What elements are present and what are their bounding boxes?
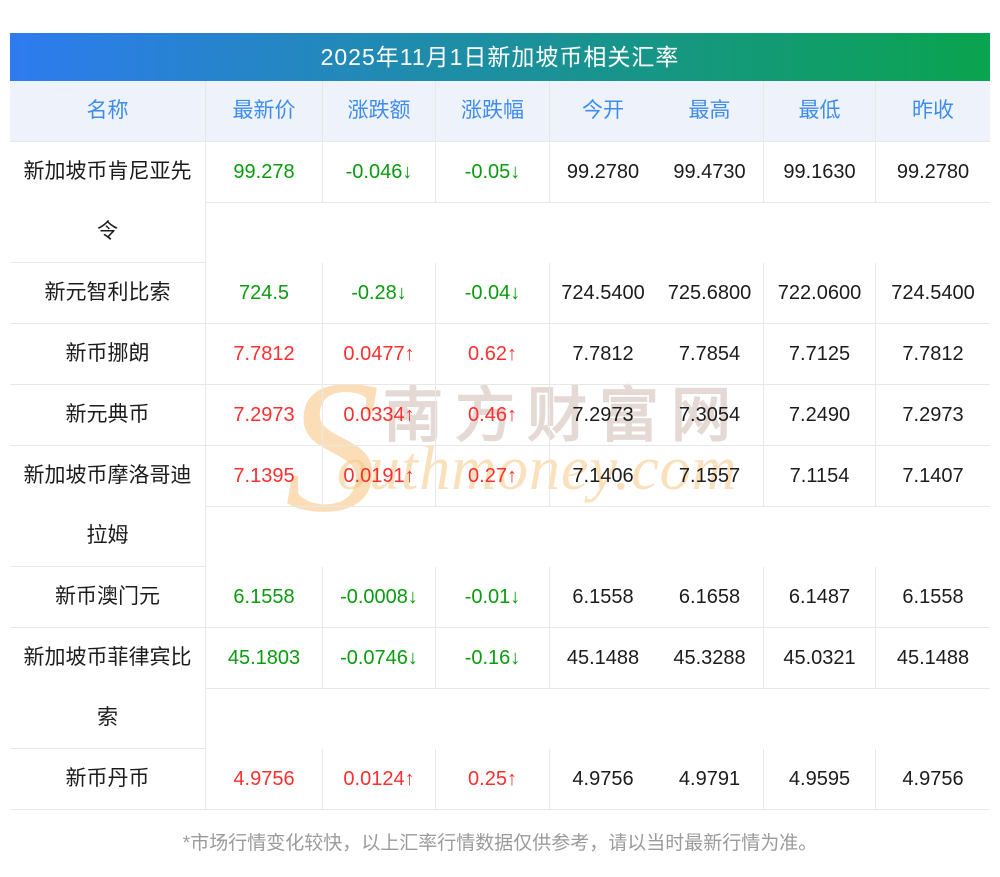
high-price: 45.3288 <box>656 628 763 689</box>
prev-close-price: 99.2780 <box>875 142 990 203</box>
change-amount: -0.28↓ <box>322 263 435 324</box>
change-percent: 0.27↑ <box>435 446 549 507</box>
currency-name: 新币挪朗 <box>10 324 206 385</box>
table-body: 新加坡币肯尼亚先令 99.278 -0.046↓ -0.05↓ 99.2780 99.47… <box>10 142 990 810</box>
high-price: 725.6800 <box>656 263 763 324</box>
latest-price: 4.9756 <box>206 749 322 810</box>
table-row: 新币丹币 4.9756 0.0124↑ 0.25↑ 4.9756 4.9791 4.9595… <box>10 749 990 810</box>
high-price: 7.1557 <box>656 446 763 507</box>
open-price: 99.2780 <box>549 142 656 203</box>
exchange-rate-table: 名称 最新价 涨跌额 涨跌幅 今开 最高 最低 昨收 新加坡币肯尼亚先令 99.2… <box>10 81 990 810</box>
open-price: 724.5400 <box>549 263 656 324</box>
latest-price: 99.278 <box>206 142 322 203</box>
col-header-change-amount: 涨跌额 <box>322 81 435 141</box>
prev-close-price: 7.1407 <box>875 446 990 507</box>
currency-name: 新加坡币肯尼亚先令 <box>10 142 206 263</box>
col-header-change-percent: 涨跌幅 <box>435 81 549 141</box>
open-price: 4.9756 <box>549 749 656 810</box>
low-price: 7.2490 <box>763 385 875 446</box>
table-row: 新元典币 7.2973 0.0334↑ 0.46↑ 7.2973 7.3054 7.2490… <box>10 385 990 446</box>
latest-price: 45.1803 <box>206 628 322 689</box>
high-price: 99.4730 <box>656 142 763 203</box>
low-price: 45.0321 <box>763 628 875 689</box>
high-price: 7.3054 <box>656 385 763 446</box>
low-price: 4.9595 <box>763 749 875 810</box>
low-price: 722.0600 <box>763 263 875 324</box>
currency-name: 新元典币 <box>10 385 206 446</box>
change-amount: -0.0008↓ <box>322 567 435 628</box>
change-percent: -0.04↓ <box>435 263 549 324</box>
prev-close-price: 4.9756 <box>875 749 990 810</box>
currency-name: 新币丹币 <box>10 749 206 810</box>
open-price: 6.1558 <box>549 567 656 628</box>
change-percent: 0.25↑ <box>435 749 549 810</box>
table-row: 新元智利比索 724.5 -0.28↓ -0.04↓ 724.5400 725.6800 7… <box>10 263 990 324</box>
high-price: 4.9791 <box>656 749 763 810</box>
prev-close-price: 6.1558 <box>875 567 990 628</box>
change-amount: 0.0334↑ <box>322 385 435 446</box>
col-header-name: 名称 <box>10 81 206 141</box>
latest-price: 7.1395 <box>206 446 322 507</box>
change-amount: -0.0746↓ <box>322 628 435 689</box>
change-percent: -0.16↓ <box>435 628 549 689</box>
change-percent: -0.01↓ <box>435 567 549 628</box>
latest-price: 7.7812 <box>206 324 322 385</box>
col-header-open: 今开 <box>549 81 656 141</box>
change-percent: 0.46↑ <box>435 385 549 446</box>
prev-close-price: 7.2973 <box>875 385 990 446</box>
table-row: 新加坡币摩洛哥迪拉姆 7.1395 0.0191↑ 0.27↑ 7.1406 7.1557… <box>10 446 990 567</box>
latest-price: 6.1558 <box>206 567 322 628</box>
prev-close-price: 724.5400 <box>875 263 990 324</box>
table-row: 新加坡币肯尼亚先令 99.278 -0.046↓ -0.05↓ 99.2780 99.47… <box>10 142 990 263</box>
change-amount: -0.046↓ <box>322 142 435 203</box>
low-price: 6.1487 <box>763 567 875 628</box>
currency-name: 新加坡币菲律宾比索 <box>10 628 206 749</box>
table-row: 新加坡币菲律宾比索 45.1803 -0.0746↓ -0.16↓ 45.1488 45.… <box>10 628 990 749</box>
prev-close-price: 45.1488 <box>875 628 990 689</box>
low-price: 99.1630 <box>763 142 875 203</box>
currency-name: 新加坡币摩洛哥迪拉姆 <box>10 446 206 567</box>
high-price: 6.1658 <box>656 567 763 628</box>
open-price: 7.2973 <box>549 385 656 446</box>
currency-name: 新币澳门元 <box>10 567 206 628</box>
col-header-prev-close: 昨收 <box>875 81 990 141</box>
high-price: 7.7854 <box>656 324 763 385</box>
table-header-row: 名称 最新价 涨跌额 涨跌幅 今开 最高 最低 昨收 <box>10 81 990 142</box>
col-header-high: 最高 <box>688 99 731 122</box>
change-amount: 0.0191↑ <box>322 446 435 507</box>
col-header-low: 最低 <box>763 81 875 141</box>
change-amount: 0.0477↑ <box>322 324 435 385</box>
page-title: 2025年11月1日新加坡币相关汇率 <box>10 33 990 81</box>
latest-price: 7.2973 <box>206 385 322 446</box>
change-percent: 0.62↑ <box>435 324 549 385</box>
open-price: 7.7812 <box>549 324 656 385</box>
table-row: 新币挪朗 7.7812 0.0477↑ 0.62↑ 7.7812 7.7854 7.7125… <box>10 324 990 385</box>
low-price: 7.7125 <box>763 324 875 385</box>
low-price: 7.1154 <box>763 446 875 507</box>
change-amount: 0.0124↑ <box>322 749 435 810</box>
open-price: 7.1406 <box>549 446 656 507</box>
latest-price: 724.5 <box>206 263 322 324</box>
col-header-latest-price: 最新价 <box>232 99 296 122</box>
prev-close-price: 7.7812 <box>875 324 990 385</box>
open-price: 45.1488 <box>549 628 656 689</box>
change-percent: -0.05↓ <box>435 142 549 203</box>
currency-name: 新元智利比索 <box>10 263 206 324</box>
table-row: 新币澳门元 6.1558 -0.0008↓ -0.01↓ 6.1558 6.1658 6.1… <box>10 567 990 628</box>
disclaimer-footnote: *市场行情变化较快，以上汇率行情数据仅供参考，请以当时最新行情为准。 <box>182 833 818 854</box>
